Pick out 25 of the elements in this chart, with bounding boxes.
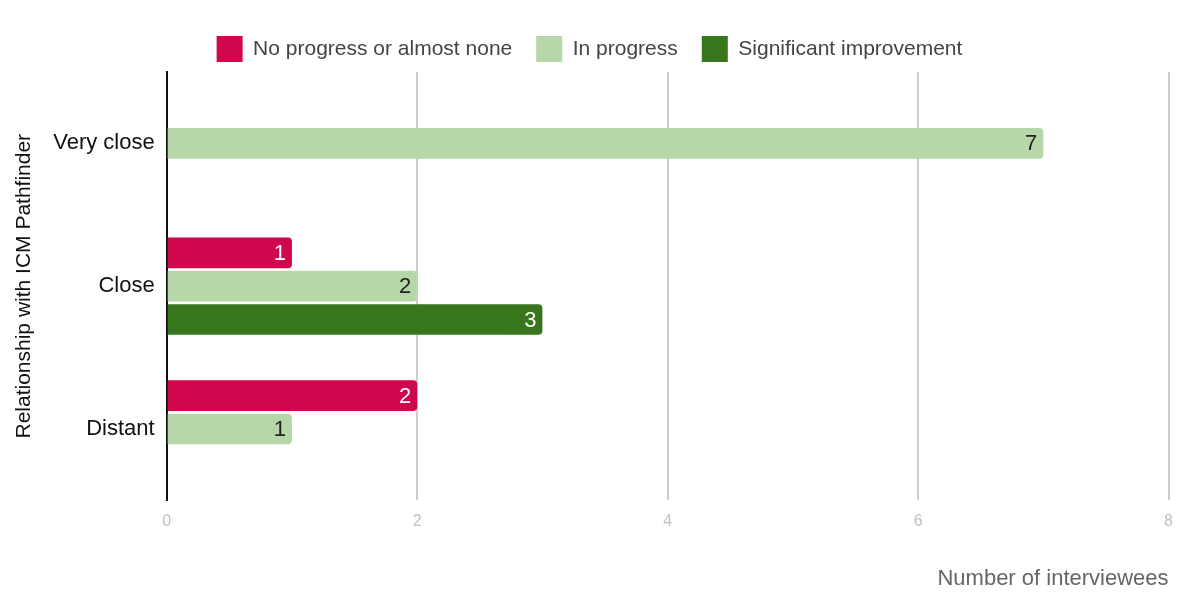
bar — [167, 128, 1044, 159]
bar — [167, 304, 543, 335]
bar — [167, 413, 292, 445]
legend-label: No progress or almost none — [253, 35, 513, 59]
x-tick-label: 6 — [913, 512, 923, 530]
y-tick-label: Close — [98, 272, 155, 298]
bar — [167, 270, 418, 302]
data-label: 3 — [524, 306, 537, 332]
x-tick-label: 0 — [162, 512, 172, 530]
bar — [167, 237, 292, 269]
x-tick-label: 4 — [663, 512, 673, 530]
y-tick-label: Very close — [53, 129, 155, 155]
x-tick-label: 2 — [412, 512, 422, 530]
data-label: 2 — [398, 382, 412, 408]
x-tick-label: 8 — [1164, 512, 1174, 530]
data-label: 1 — [273, 239, 286, 265]
data-label: 1 — [273, 416, 286, 442]
data-label: 2 — [398, 273, 412, 299]
data-label: 7 — [1025, 130, 1038, 156]
y-axis-title: Relationship with ICM Pathfinder — [11, 133, 35, 439]
y-tick-label: Distant — [86, 415, 155, 441]
legend-label: Significant improvement — [738, 35, 963, 59]
legend-label: In progress — [572, 35, 678, 59]
bar — [167, 380, 418, 412]
x-axis-title: Number of interviewees — [937, 564, 1169, 590]
